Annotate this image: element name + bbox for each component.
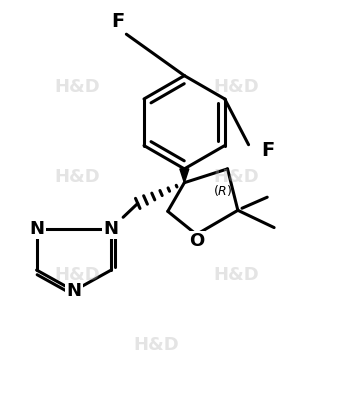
Text: H&D: H&D: [213, 168, 259, 186]
Text: O: O: [189, 232, 204, 250]
Text: N: N: [29, 220, 44, 238]
Text: H&D: H&D: [55, 168, 100, 186]
Text: H&D: H&D: [134, 336, 180, 354]
Text: F: F: [111, 12, 125, 31]
Text: $(R)$: $(R)$: [213, 183, 232, 198]
Text: N: N: [66, 282, 81, 300]
Polygon shape: [180, 169, 189, 183]
Text: N: N: [104, 220, 119, 238]
Text: H&D: H&D: [55, 78, 100, 96]
Text: F: F: [261, 141, 275, 160]
Text: H&D: H&D: [213, 266, 259, 283]
Text: H&D: H&D: [213, 78, 259, 96]
Text: H&D: H&D: [55, 266, 100, 283]
